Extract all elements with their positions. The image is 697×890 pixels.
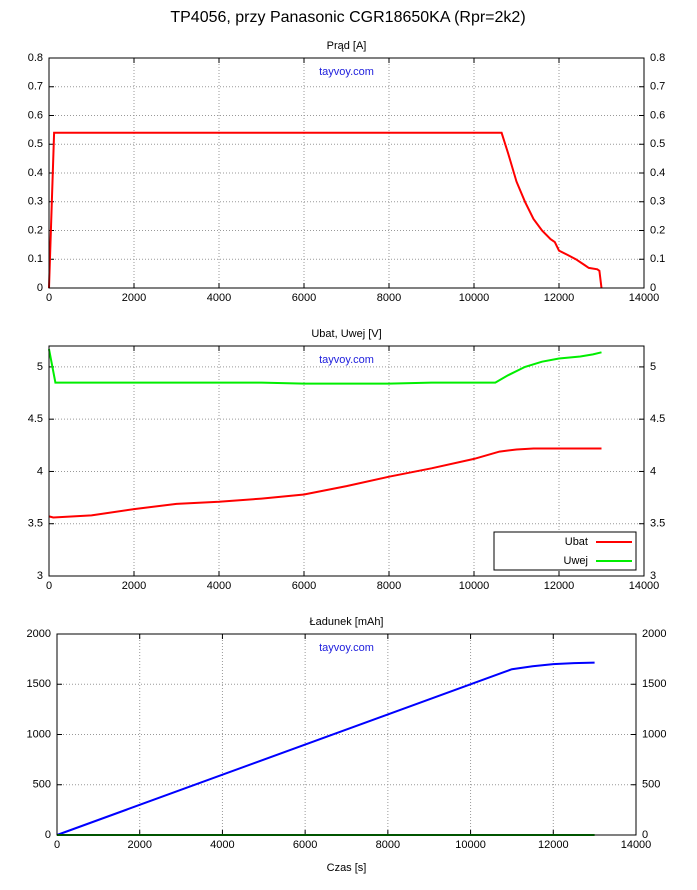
x-tick-label: 12000 <box>544 292 575 304</box>
x-tick-label: 12000 <box>544 580 575 592</box>
x-tick-label: 4000 <box>207 580 231 592</box>
y2-tick-label: 4 <box>650 465 656 477</box>
x-tick-label: 14000 <box>629 292 660 304</box>
legend-box <box>493 531 637 571</box>
y2-tick-label: 0.2 <box>650 224 665 236</box>
x-tick-label: 0 <box>46 292 52 304</box>
x-tick-label: 4000 <box>207 292 231 304</box>
x-tick-label: 8000 <box>377 580 401 592</box>
x-tick-label: 8000 <box>376 839 400 851</box>
y2-tick-label: 1000 <box>642 728 666 740</box>
y-tick-label: 2000 <box>27 628 51 640</box>
x-tick-label: 2000 <box>122 580 146 592</box>
chart-title: Prąd [A] <box>327 40 367 52</box>
data-line <box>48 447 602 519</box>
data-line <box>48 131 603 289</box>
y-tick-label: 0.3 <box>28 196 43 208</box>
x-tick-label: 12000 <box>538 839 569 851</box>
chart-title: Ubat, Uwej [V] <box>311 328 381 340</box>
y-tick-label: 0 <box>37 282 43 294</box>
y2-tick-label: 3.5 <box>650 518 665 530</box>
y2-tick-label: 0 <box>650 282 656 294</box>
x-tick-label: 2000 <box>122 292 146 304</box>
x-tick-label: 10000 <box>455 839 486 851</box>
y2-tick-label: 0 <box>642 829 648 841</box>
legend-label: Uwej <box>564 555 588 567</box>
plot-frame <box>48 345 645 577</box>
y-tick-label: 1000 <box>27 728 51 740</box>
watermark: tayvoy.com <box>319 354 374 366</box>
y-tick-label: 0.8 <box>28 52 43 64</box>
y-tick-label: 0.6 <box>28 109 43 121</box>
y2-tick-label: 0.5 <box>650 138 665 150</box>
watermark: tayvoy.com <box>319 66 374 78</box>
x-axis-label: Czas [s] <box>327 862 367 874</box>
y2-tick-label: 0.4 <box>650 167 665 179</box>
x-tick-label: 14000 <box>621 839 652 851</box>
x-tick-label: 6000 <box>292 292 316 304</box>
x-tick-label: 0 <box>54 839 60 851</box>
y2-tick-label: 3 <box>650 570 656 582</box>
x-tick-label: 2000 <box>127 839 151 851</box>
y-tick-label: 500 <box>33 779 51 791</box>
x-tick-label: 8000 <box>377 292 401 304</box>
y2-tick-label: 2000 <box>642 628 666 640</box>
x-tick-label: 6000 <box>292 580 316 592</box>
y2-tick-label: 500 <box>642 779 660 791</box>
y2-tick-label: 0.7 <box>650 81 665 93</box>
y-tick-label: 0.4 <box>28 167 43 179</box>
y2-tick-label: 0.8 <box>650 52 665 64</box>
watermark: tayvoy.com <box>319 642 374 654</box>
x-tick-label: 4000 <box>210 839 234 851</box>
figure-title: TP4056, przy Panasonic CGR18650KA (Rpr=2… <box>170 9 525 26</box>
y-tick-label: 4 <box>37 465 43 477</box>
y2-tick-label: 0.6 <box>650 109 665 121</box>
x-tick-label: 0 <box>46 580 52 592</box>
plot-frame <box>48 57 645 289</box>
data-line <box>48 348 602 385</box>
y-tick-label: 5 <box>37 361 43 373</box>
y-tick-label: 0.1 <box>28 253 43 265</box>
x-tick-label: 10000 <box>459 292 490 304</box>
y2-tick-label: 4.5 <box>650 413 665 425</box>
y2-tick-label: 0.1 <box>650 253 665 265</box>
y2-tick-label: 5 <box>650 361 656 373</box>
legend-label: Ubat <box>565 536 588 548</box>
y-tick-label: 0.7 <box>28 81 43 93</box>
chart-title: Ładunek [mAh] <box>310 616 384 628</box>
x-tick-label: 10000 <box>459 580 490 592</box>
y2-tick-label: 1500 <box>642 678 666 690</box>
y-tick-label: 0 <box>45 829 51 841</box>
y-tick-label: 0.2 <box>28 224 43 236</box>
data-line <box>56 661 595 836</box>
y-tick-label: 4.5 <box>28 413 43 425</box>
y2-tick-label: 0.3 <box>650 196 665 208</box>
x-tick-label: 14000 <box>629 580 660 592</box>
y-tick-label: 1500 <box>27 678 51 690</box>
x-tick-label: 6000 <box>293 839 317 851</box>
y-tick-label: 3 <box>37 570 43 582</box>
y-tick-label: 3.5 <box>28 518 43 530</box>
plot-frame <box>56 633 637 836</box>
y-tick-label: 0.5 <box>28 138 43 150</box>
